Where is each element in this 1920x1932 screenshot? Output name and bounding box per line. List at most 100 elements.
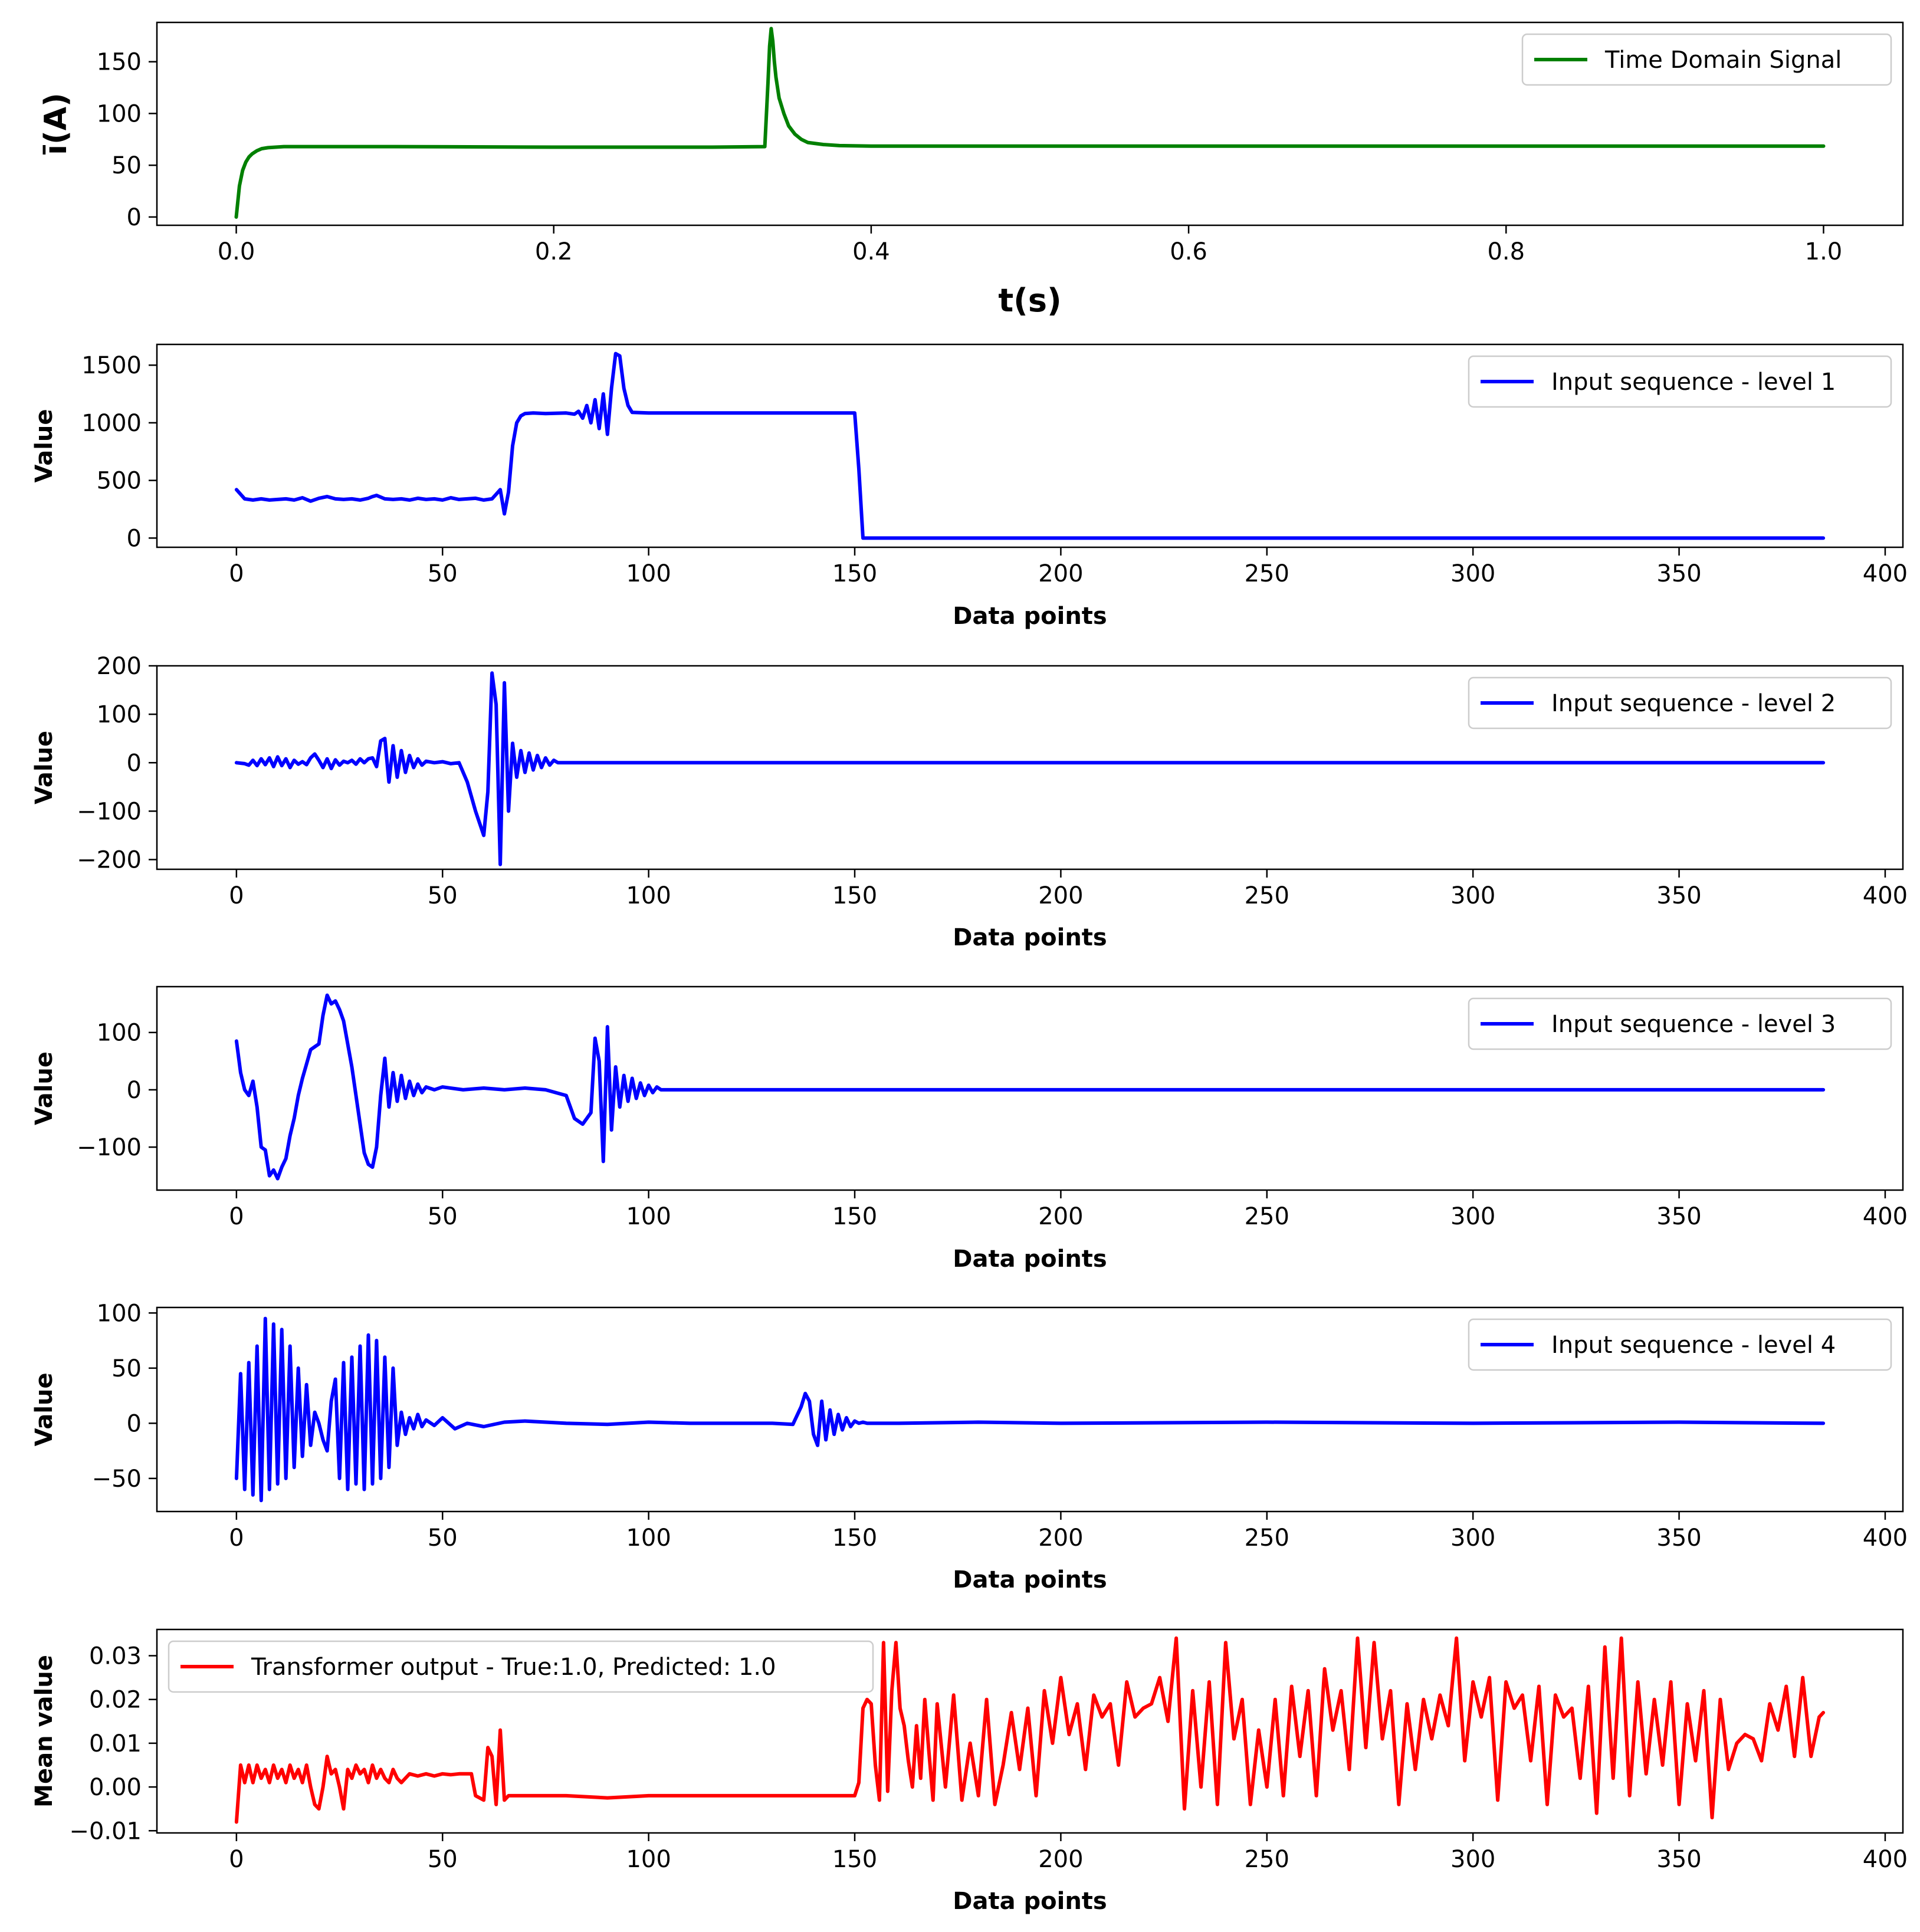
y-tick-label: 1500 (81, 352, 142, 379)
x-tick-label: 250 (1245, 560, 1289, 587)
y-tick-label: 1000 (81, 410, 142, 437)
x-tick-label: 50 (428, 1524, 458, 1552)
x-tick-label: 350 (1656, 1203, 1701, 1230)
series-line-level-4 (234, 1316, 1826, 1503)
x-tick-label: 250 (1245, 1524, 1289, 1552)
y-tick-label: 0 (127, 750, 142, 777)
x-axis-label: Data points (953, 1246, 1107, 1273)
y-tick-label: 50 (111, 152, 142, 179)
x-axis-label: Data points (953, 924, 1107, 951)
y-tick-label: 0 (127, 1410, 142, 1437)
legend-box (168, 1640, 874, 1693)
y-tick-label: 50 (111, 1355, 142, 1382)
x-tick-label: 400 (1863, 1524, 1908, 1552)
x-tick-label: 400 (1863, 560, 1908, 587)
x-tick-label: 100 (626, 1524, 671, 1552)
x-tick-label: 300 (1450, 882, 1495, 909)
x-tick-label: 300 (1450, 1524, 1495, 1552)
y-tick-label: 200 (97, 653, 142, 680)
y-tick-label: 0.00 (89, 1774, 142, 1801)
chart-panel-time-domain: 0.0 0.2 0.4 0.6 0.8 1.0 0 50 100 150 t(s) ī(A) Time … (38, 21, 1904, 319)
x-tick-label: 300 (1450, 1846, 1495, 1873)
x-tick-label: 50 (428, 560, 458, 587)
x-tick-label: 150 (832, 560, 877, 587)
y-axis-label: Mean value (31, 1655, 58, 1808)
y-tick-label: 100 (97, 701, 142, 728)
x-tick-label: 200 (1038, 1846, 1083, 1873)
x-tick-label: 50 (428, 882, 458, 909)
x-tick-label: 100 (626, 882, 671, 909)
x-tick-label: 50 (428, 1203, 458, 1230)
legend-label: Input sequence - level 2 (1551, 690, 1836, 717)
chart-panel-level-1: 0 50 100 150 200 250 300 350 400 0 500 1000 1500 Data… (31, 343, 1908, 630)
x-tick-label: 100 (626, 1203, 671, 1230)
x-tick-label: 250 (1245, 1846, 1289, 1873)
legend: Input sequence - level 3 (1468, 997, 1892, 1050)
legend-box (1468, 355, 1892, 408)
x-tick-label: 0.2 (535, 238, 573, 265)
x-tick-label: 150 (832, 882, 877, 909)
y-tick-label: 150 (97, 49, 142, 76)
legend-label: Input sequence - level 1 (1551, 369, 1836, 396)
x-tick-label: 150 (832, 1203, 877, 1230)
y-tick-label: 100 (97, 1300, 142, 1327)
chart-panel-level-3: 0 50 100 150 200 250 300 350 400 −100 0 100 Data poi… (31, 985, 1908, 1273)
x-tick-label: 0 (229, 882, 244, 909)
y-tick-label: 0.01 (89, 1730, 142, 1757)
y-tick-label: −200 (77, 847, 142, 874)
x-tick-label: 200 (1038, 1524, 1083, 1552)
x-tick-label: 0.6 (1170, 238, 1207, 265)
x-tick-label: 400 (1863, 1203, 1908, 1230)
series-line-time-domain (234, 27, 1826, 219)
x-tick-label: 250 (1245, 882, 1289, 909)
y-axis-label: Value (31, 731, 58, 804)
legend-box (1468, 997, 1892, 1050)
y-tick-label: −50 (92, 1466, 142, 1493)
chart-panel-level-2: 0 50 100 150 200 250 300 350 400 −200 −100 0 100 200 D… (31, 653, 1908, 951)
x-tick-label: 250 (1245, 1203, 1289, 1230)
x-tick-label: 100 (626, 1846, 671, 1873)
chart-panel-level-4: 0 50 100 150 200 250 300 350 400 −50 0 50 100 Data po… (31, 1300, 1908, 1593)
legend-box (1468, 676, 1892, 730)
x-tick-label: 0 (229, 1846, 244, 1873)
y-tick-label: 0 (127, 525, 142, 552)
x-tick-label: 400 (1863, 1846, 1908, 1873)
x-tick-label: 300 (1450, 560, 1495, 587)
legend: Time Domain Signal (1521, 33, 1892, 86)
y-tick-label: 100 (97, 100, 142, 127)
series-line-level-3 (234, 993, 1826, 1181)
x-tick-label: 350 (1656, 1846, 1701, 1873)
axes-frame (156, 21, 1904, 226)
x-tick-label: 300 (1450, 1203, 1495, 1230)
y-tick-label: −0.01 (69, 1818, 142, 1845)
legend: Input sequence - level 4 (1468, 1318, 1892, 1371)
x-tick-label: 0.8 (1487, 238, 1525, 265)
x-axis-label: Data points (953, 603, 1107, 630)
legend: Input sequence - level 1 (1468, 355, 1892, 408)
x-tick-label: 400 (1863, 882, 1908, 909)
x-tick-label: 350 (1656, 560, 1701, 587)
y-tick-label: −100 (77, 798, 142, 825)
series-line-level-2 (234, 671, 1826, 866)
axes-frame (156, 985, 1904, 1191)
x-tick-label: 350 (1656, 882, 1701, 909)
x-tick-label: 150 (832, 1846, 877, 1873)
axes-frame (156, 1628, 1904, 1834)
legend-label: Time Domain Signal (1604, 47, 1842, 74)
x-tick-label: 50 (428, 1846, 458, 1873)
y-tick-label: 0 (127, 1077, 142, 1104)
x-axis-label: Data points (953, 1888, 1107, 1915)
x-tick-label: 200 (1038, 1203, 1083, 1230)
x-tick-label: 0 (229, 560, 244, 587)
y-axis-label: Value (31, 1372, 58, 1446)
legend: Transformer output - True:1.0, Predicted… (168, 1640, 874, 1693)
series-line-transformer-output (234, 1636, 1826, 1824)
x-axis-label: Data points (953, 1566, 1107, 1593)
x-tick-label: 200 (1038, 882, 1083, 909)
y-tick-label: −100 (77, 1134, 142, 1161)
x-tick-label: 0.4 (852, 238, 890, 265)
legend-box (1468, 1318, 1892, 1371)
legend-box (1521, 33, 1892, 86)
y-tick-label: 500 (97, 468, 142, 495)
